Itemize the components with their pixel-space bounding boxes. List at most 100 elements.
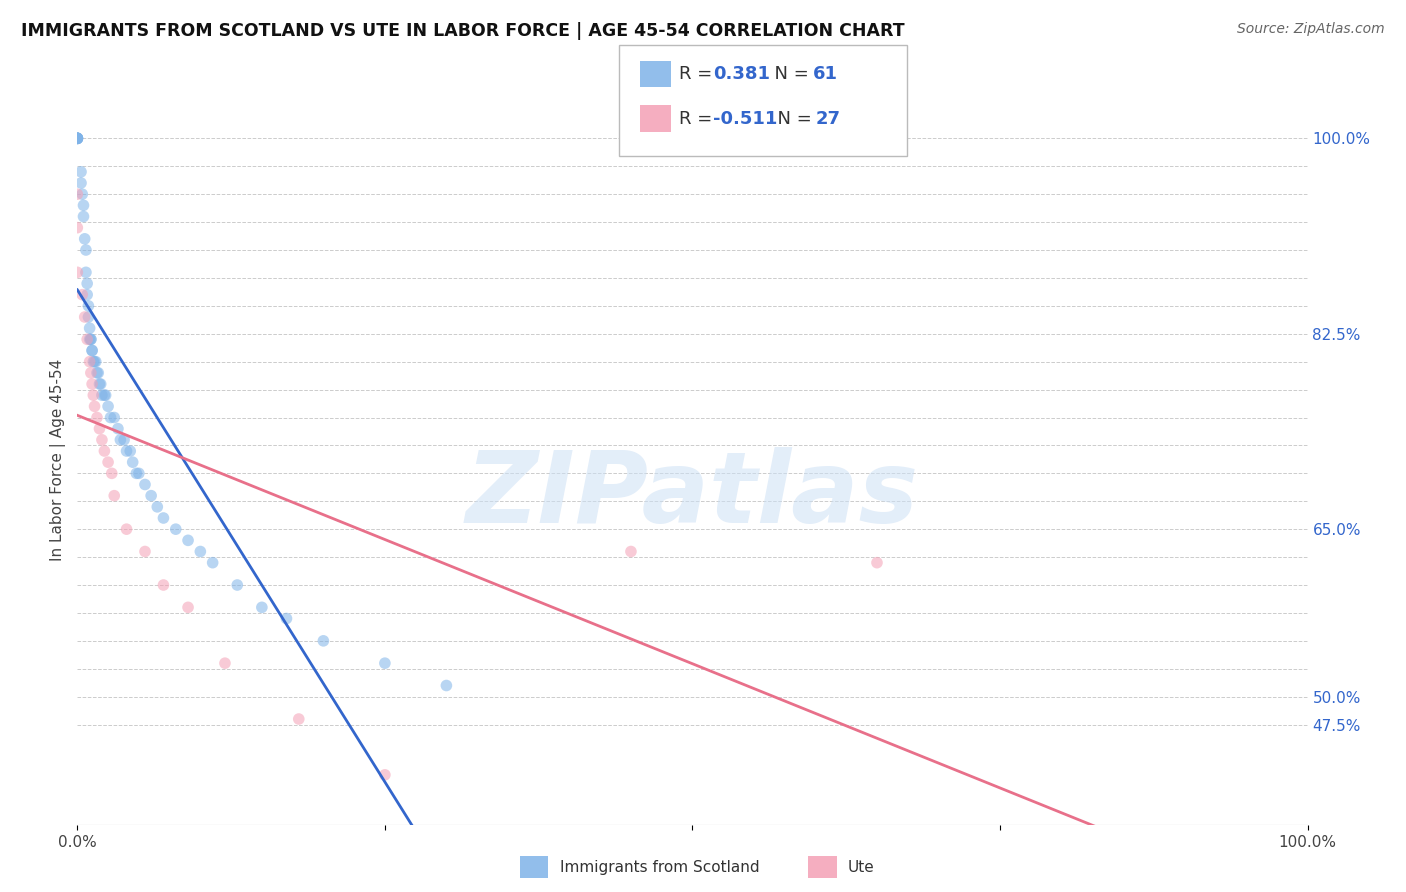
Y-axis label: In Labor Force | Age 45-54: In Labor Force | Age 45-54 (51, 359, 66, 560)
Point (201, 556, 224, 570)
Text: Ute: Ute (848, 860, 875, 874)
Point (250, 600, 273, 615)
Point (86, 410, 108, 425)
Point (107, 422, 129, 436)
Point (70, 165, 93, 179)
Point (86, 366, 108, 380)
Point (288, 712, 311, 726)
Point (97, 455, 120, 469)
Point (120, 444, 142, 458)
Point (80, 332, 103, 346)
Point (93, 388, 115, 402)
Point (93, 444, 115, 458)
Text: N =: N = (763, 65, 815, 83)
Point (141, 489, 163, 503)
Text: R =: R = (679, 110, 718, 128)
Point (177, 533, 200, 548)
Point (82, 376, 104, 391)
Point (80, 366, 103, 380)
Point (103, 489, 125, 503)
Point (79, 354, 101, 368)
Point (110, 433, 132, 447)
Text: N =: N = (766, 110, 818, 128)
Point (75, 243, 97, 257)
Point (94, 388, 117, 402)
Point (89, 376, 111, 391)
Point (90, 388, 114, 402)
Point (70, 187, 93, 202)
Point (70, 176, 93, 190)
Point (103, 410, 125, 425)
Text: R =: R = (679, 65, 718, 83)
Point (112, 433, 135, 447)
Point (374, 656, 396, 670)
Point (72, 210, 94, 224)
Point (134, 477, 156, 491)
Point (66, 131, 89, 145)
Point (128, 467, 150, 481)
Point (146, 500, 169, 514)
Point (66, 131, 89, 145)
Point (66, 131, 89, 145)
Point (76, 277, 98, 291)
Point (82, 354, 104, 368)
Point (188, 544, 212, 558)
Point (66, 265, 89, 279)
Text: -0.511: -0.511 (713, 110, 778, 128)
Point (134, 544, 156, 558)
Point (177, 600, 200, 615)
Point (276, 611, 298, 625)
Point (152, 511, 174, 525)
Point (82, 388, 104, 402)
Point (125, 467, 148, 481)
Point (100, 410, 122, 425)
Point (83, 354, 105, 368)
Point (165, 522, 187, 536)
Text: 0.381: 0.381 (713, 65, 770, 83)
Point (80, 332, 103, 346)
Text: IMMIGRANTS FROM SCOTLAND VS UTE IN LABOR FORCE | AGE 45-54 CORRELATION CHART: IMMIGRANTS FROM SCOTLAND VS UTE IN LABOR… (21, 22, 904, 40)
Point (374, 768, 396, 782)
Point (82, 343, 104, 358)
Point (226, 578, 249, 592)
Text: 61: 61 (813, 65, 838, 83)
Point (84, 354, 107, 368)
Point (97, 400, 120, 414)
Point (90, 376, 112, 391)
Point (73, 310, 96, 324)
Text: 27: 27 (815, 110, 841, 128)
Point (87, 366, 110, 380)
Point (76, 332, 98, 346)
Point (66, 131, 89, 145)
Point (75, 265, 97, 279)
Point (72, 198, 94, 212)
Point (312, 633, 335, 648)
Point (866, 556, 889, 570)
Point (70, 287, 93, 301)
Point (82, 343, 104, 358)
Point (90, 433, 114, 447)
Text: Source: ZipAtlas.com: Source: ZipAtlas.com (1237, 22, 1385, 37)
Point (620, 544, 643, 558)
Point (66, 131, 89, 145)
Point (66, 220, 89, 235)
Point (152, 578, 174, 592)
Point (66, 187, 89, 202)
Point (66, 131, 89, 145)
Text: ZIPatlas: ZIPatlas (465, 448, 920, 544)
Point (79, 321, 101, 335)
Point (89, 422, 111, 436)
Point (436, 679, 458, 693)
Point (214, 656, 236, 670)
Point (73, 232, 96, 246)
Point (115, 522, 138, 536)
Point (77, 299, 100, 313)
Point (66, 131, 89, 145)
Point (115, 444, 138, 458)
Point (66, 131, 89, 145)
Point (76, 287, 98, 301)
Text: Immigrants from Scotland: Immigrants from Scotland (560, 860, 759, 874)
Point (79, 332, 101, 346)
Point (121, 455, 143, 469)
Point (77, 310, 100, 324)
